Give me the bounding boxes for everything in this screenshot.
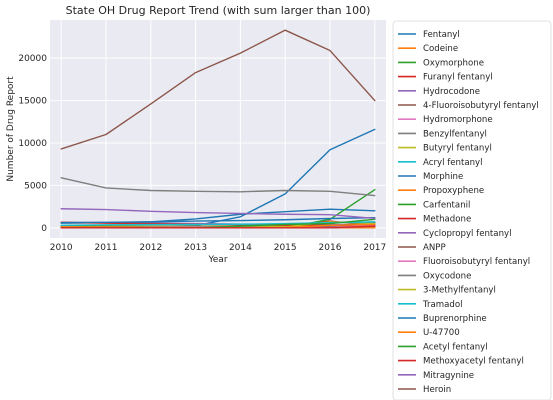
legend-entry: 3-Methylfentanyl bbox=[423, 286, 496, 296]
legend-entry: Acryl fentanyl bbox=[423, 158, 483, 168]
x-tick-label: 2010 bbox=[50, 243, 73, 253]
series-line bbox=[60, 208, 376, 220]
x-tick-label: 2015 bbox=[274, 243, 297, 253]
y-tick-label: 5000 bbox=[24, 181, 47, 191]
legend-entry: Acetyl fentanyl bbox=[423, 342, 488, 352]
legend-entry: Cyclopropyl fentanyl bbox=[423, 229, 512, 239]
x-tick-label: 2017 bbox=[363, 243, 386, 253]
y-axis-ticks: 0 5000 10000 15000 20000 bbox=[18, 54, 47, 234]
series-line bbox=[60, 216, 376, 224]
x-axis-ticks: 2010 2011 2012 2013 2014 2015 2016 2017 bbox=[50, 243, 387, 253]
series-line bbox=[60, 177, 376, 197]
legend-entry: Fluoroisobutyryl fentanyl bbox=[423, 257, 530, 267]
legend-entry: Propoxyphene bbox=[423, 186, 484, 196]
legend-entry: Fentanyl bbox=[423, 30, 460, 40]
legend-entry: ANPP bbox=[423, 243, 446, 253]
legend-entry: Oxycodone bbox=[423, 271, 471, 281]
chart-title: State OH Drug Report Trend (with sum lar… bbox=[66, 4, 371, 17]
y-tick-label: 20000 bbox=[18, 54, 47, 64]
legend-entry: Hydrocodone bbox=[423, 87, 480, 97]
legend: Fentanyl Codeine Oxymorphone Furanyl fentan… bbox=[392, 20, 552, 400]
y-tick-label: 10000 bbox=[18, 139, 47, 149]
legend-entry: Methadone bbox=[423, 215, 471, 225]
y-axis-label: Number of Drug Report bbox=[6, 76, 16, 182]
y-tick-label: 0 bbox=[41, 224, 47, 234]
legend-entry: U-47700 bbox=[423, 328, 460, 338]
legend-entry: Methoxyacetyl fentanyl bbox=[423, 357, 524, 367]
legend-entry: Benzylfentanyl bbox=[423, 129, 487, 139]
x-axis-label: Year bbox=[207, 255, 227, 265]
series-line bbox=[60, 225, 376, 229]
legend-entry: Oxymorphone bbox=[423, 58, 484, 68]
y-tick-label: 15000 bbox=[18, 97, 47, 107]
legend-entry: Morphine bbox=[423, 172, 463, 182]
legend-entry: Butyryl fentanyl bbox=[423, 144, 492, 154]
legend-entry: Mitragynine bbox=[423, 371, 474, 381]
series-lines bbox=[60, 29, 376, 229]
legend-entry: Hydromorphone bbox=[423, 115, 493, 125]
legend-entry: 4-Fluoroisobutyryl fentanyl bbox=[423, 101, 539, 111]
x-tick-label: 2016 bbox=[319, 243, 342, 253]
x-tick-label: 2013 bbox=[184, 243, 207, 253]
x-tick-label: 2012 bbox=[139, 243, 162, 253]
series-line bbox=[60, 29, 376, 150]
legend-entry: Buprenorphine bbox=[423, 314, 487, 324]
legend-entry: Furanyl fentanyl bbox=[423, 73, 493, 83]
x-tick-label: 2014 bbox=[229, 243, 252, 253]
legend-entry: Carfentanil bbox=[423, 200, 470, 210]
series-line bbox=[60, 221, 376, 226]
legend-entry: Codeine bbox=[423, 44, 458, 54]
legend-frame bbox=[392, 20, 552, 400]
plot-area bbox=[50, 20, 386, 238]
x-tick-label: 2011 bbox=[95, 243, 118, 253]
legend-entry: Heroin bbox=[423, 385, 451, 395]
legend-entry: Tramadol bbox=[422, 300, 463, 310]
